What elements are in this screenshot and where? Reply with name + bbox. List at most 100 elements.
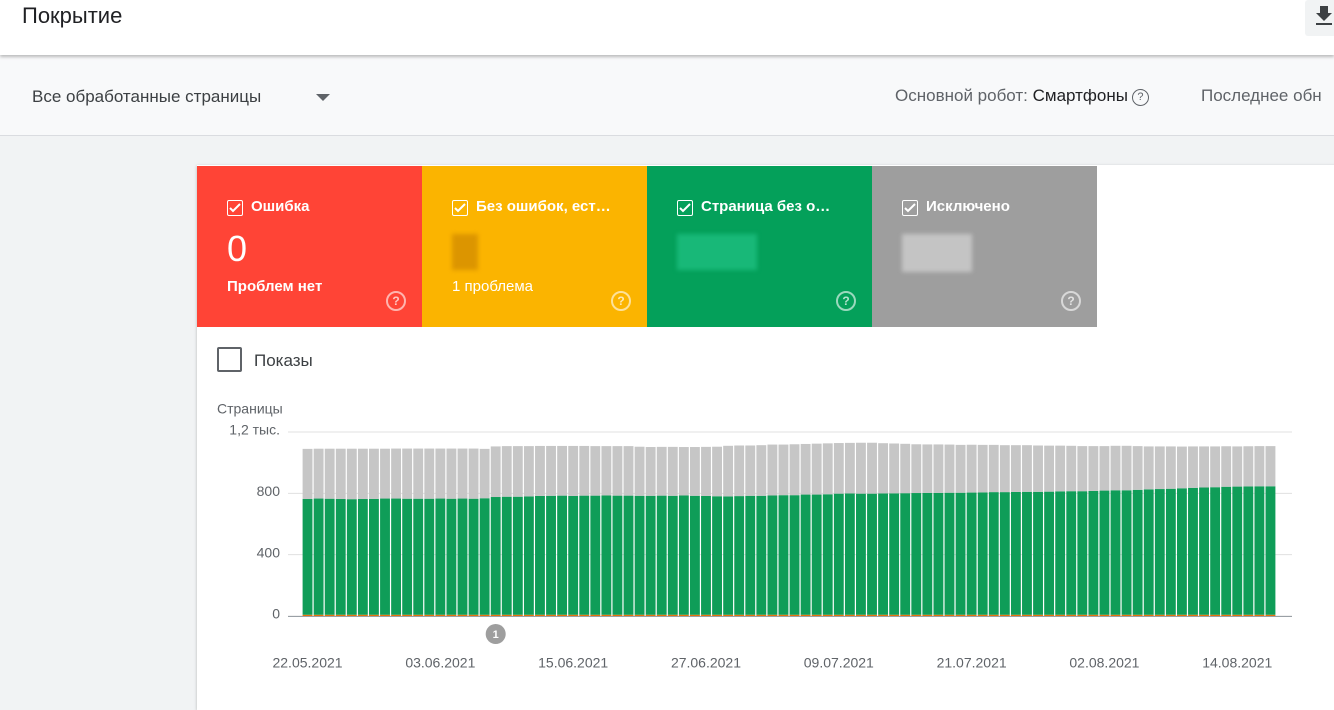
bar-segment	[944, 614, 955, 616]
bar-segment	[435, 498, 446, 615]
bar-segment	[689, 614, 700, 616]
bar-segment	[889, 493, 900, 615]
bar-segment	[745, 445, 756, 496]
annotation-marker[interactable]	[485, 624, 506, 644]
bar-segment	[999, 614, 1010, 616]
dropdown-caret[interactable]	[316, 94, 330, 101]
help-icon[interactable]: ?	[611, 291, 631, 311]
bar-segment	[302, 448, 313, 500]
bar-segment	[1265, 614, 1276, 616]
bar-segment	[678, 614, 689, 616]
bar-segment	[357, 614, 368, 616]
help-icon[interactable]: ?	[836, 291, 856, 311]
bar-segment	[889, 443, 900, 494]
bar-segment	[523, 614, 534, 616]
help-icon[interactable]: ?	[1061, 291, 1081, 311]
bar-segment	[1022, 491, 1032, 615]
status-card[interactable]: Исключено ?	[872, 166, 1097, 327]
bar-segment	[402, 448, 413, 499]
bar-segment	[856, 493, 866, 615]
bar-segment	[1121, 614, 1132, 616]
y-tick-label: 0	[272, 606, 280, 622]
help-icon[interactable]: ?	[386, 291, 406, 311]
x-tick-label: 21.07.2021	[937, 655, 1007, 671]
bar-segment	[778, 444, 789, 496]
status-card[interactable]: Страница без о… ?	[647, 166, 872, 327]
checkbox[interactable]	[902, 200, 918, 216]
bar-segment	[1110, 614, 1121, 616]
bar-segment	[435, 448, 446, 499]
bar-segment	[988, 492, 999, 615]
robot-value: Смартфоны	[1032, 86, 1128, 105]
status-card[interactable]: Без ошибок, ест… 1 проблема ?	[422, 166, 647, 327]
bar-segment	[867, 442, 877, 494]
x-tick-label: 02.08.2021	[1069, 655, 1139, 671]
checkbox[interactable]	[677, 200, 693, 216]
bar-segment	[789, 614, 800, 616]
bar-segment	[789, 444, 800, 496]
bar-segment	[1254, 486, 1265, 615]
bar-segment	[1210, 487, 1221, 615]
blurred-count	[452, 234, 478, 270]
bar-segment	[479, 614, 490, 616]
bar-segment	[302, 614, 313, 616]
bar-segment	[1188, 446, 1198, 488]
checkbox[interactable]	[217, 347, 242, 372]
bar-segment	[501, 446, 512, 497]
bar-segment	[357, 499, 368, 615]
help-icon[interactable]: ?	[1131, 89, 1149, 106]
bar-segment	[756, 445, 767, 496]
status-card[interactable]: Ошибка 0 Проблем нет ?	[197, 166, 422, 327]
bar-segment	[789, 495, 800, 615]
bar-segment	[1254, 614, 1265, 616]
bar-segment	[1243, 446, 1254, 487]
bar-segment	[413, 498, 424, 615]
bar-segment	[977, 614, 988, 616]
bar-segment	[380, 448, 390, 499]
bar-segment	[1199, 487, 1209, 615]
x-tick-label: 22.05.2021	[272, 655, 342, 671]
bar-segment	[933, 492, 944, 615]
robot-label: Основной робот:	[895, 86, 1028, 105]
bar-segment	[1143, 489, 1154, 615]
bar-segment	[324, 448, 335, 499]
bar-segment	[535, 495, 545, 615]
bar-segment	[1033, 445, 1043, 492]
bar-segment	[656, 446, 667, 496]
bar-segment	[1199, 614, 1209, 616]
download-button[interactable]	[1305, 0, 1334, 36]
bar-segment	[557, 495, 568, 615]
bar-segment	[1110, 445, 1121, 491]
bar-segment	[1165, 488, 1176, 615]
bar-segment	[678, 495, 689, 615]
bar-segment	[1154, 446, 1165, 490]
bar-segment	[579, 445, 590, 496]
bar-segment	[468, 448, 479, 499]
bar-segment	[612, 614, 623, 616]
bar-segment	[1132, 614, 1143, 616]
bar-segment	[601, 495, 612, 615]
bar-segment	[911, 444, 922, 494]
bar-segment	[1132, 446, 1143, 490]
bar-segment	[535, 614, 545, 616]
bar-segment	[689, 447, 700, 496]
bar-segment	[1188, 487, 1198, 615]
bar-segment	[933, 444, 944, 493]
bar-segment	[557, 445, 568, 496]
bar-segment	[1154, 489, 1165, 615]
bar-segment	[833, 614, 844, 616]
filter-dropdown[interactable]: Все обработанные страницы	[32, 87, 262, 106]
impressions-toggle[interactable]: Показы	[217, 347, 313, 372]
bar-segment	[645, 495, 656, 615]
checkbox[interactable]	[227, 200, 243, 216]
bar-segment	[369, 448, 379, 499]
bar-segment	[867, 493, 877, 615]
checkbox[interactable]	[452, 200, 468, 216]
bar-segment	[745, 495, 756, 615]
bar-segment	[634, 446, 645, 496]
bar-segment	[944, 444, 955, 493]
bar-segment	[844, 493, 855, 615]
bar-segment	[1199, 446, 1209, 488]
card-note: Проблем нет	[227, 278, 323, 295]
bar-segment	[380, 498, 390, 615]
